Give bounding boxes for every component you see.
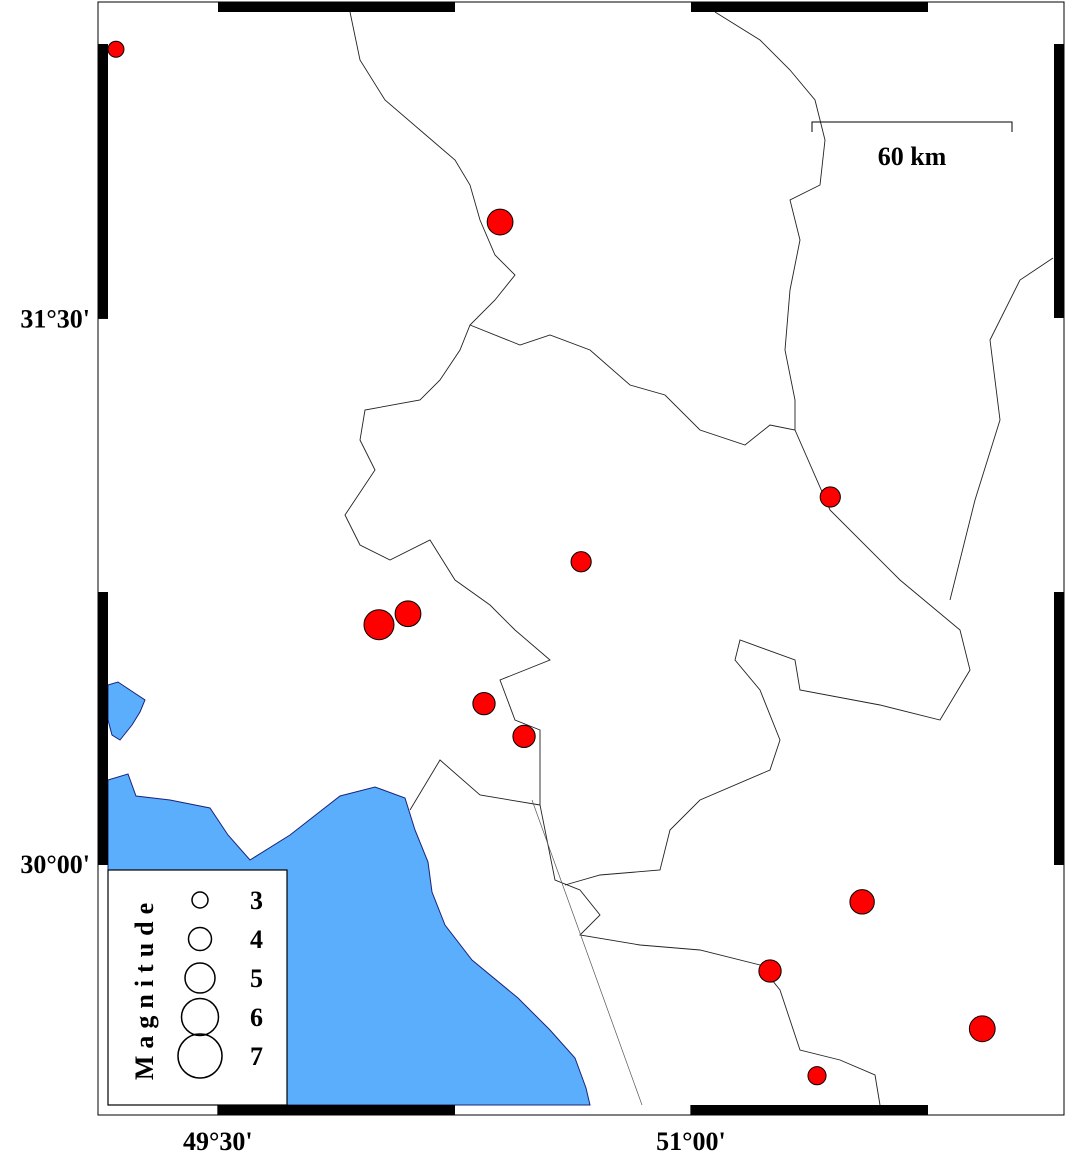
earthquake — [472, 691, 496, 716]
legend-label: 6 — [250, 1003, 263, 1032]
scale-bar — [811, 121, 1013, 132]
y-tick-label: 31°30' — [20, 304, 90, 333]
border — [469, 324, 971, 886]
frame-bars — [98, 2, 1064, 1115]
x-tick-label: 51°00' — [656, 1127, 726, 1155]
earthquake — [107, 40, 125, 58]
earthquake — [363, 609, 395, 641]
earthquake — [807, 1066, 827, 1086]
border — [949, 257, 1054, 601]
y-tick-label: 30°00' — [20, 850, 90, 879]
bay — [107, 681, 146, 741]
legend-label: 3 — [250, 886, 263, 915]
legend-label: 5 — [250, 964, 263, 993]
border — [714, 11, 826, 430]
legend-symbol — [177, 1033, 223, 1079]
earthquake — [570, 551, 592, 573]
legend-title: Magnitude — [130, 896, 159, 1080]
scale-label: 60 km — [878, 142, 947, 171]
earthquake — [394, 600, 422, 628]
earthquake — [968, 1015, 996, 1043]
border — [409, 759, 541, 811]
legend-symbol — [187, 926, 213, 952]
border — [344, 11, 881, 1106]
earthquake — [849, 889, 875, 915]
legend-box — [107, 869, 288, 1106]
road — [531, 799, 643, 1106]
legend-label: 7 — [250, 1042, 263, 1071]
legend-symbol — [184, 962, 216, 994]
earthquake — [758, 959, 782, 983]
earthquake — [512, 724, 536, 749]
earthquake — [819, 486, 841, 508]
legend-label: 4 — [250, 925, 263, 954]
legend-symbol — [191, 891, 209, 909]
x-tick-label: 49°30' — [183, 1127, 253, 1155]
earthquake — [486, 208, 514, 236]
legend-symbol — [180, 997, 220, 1037]
